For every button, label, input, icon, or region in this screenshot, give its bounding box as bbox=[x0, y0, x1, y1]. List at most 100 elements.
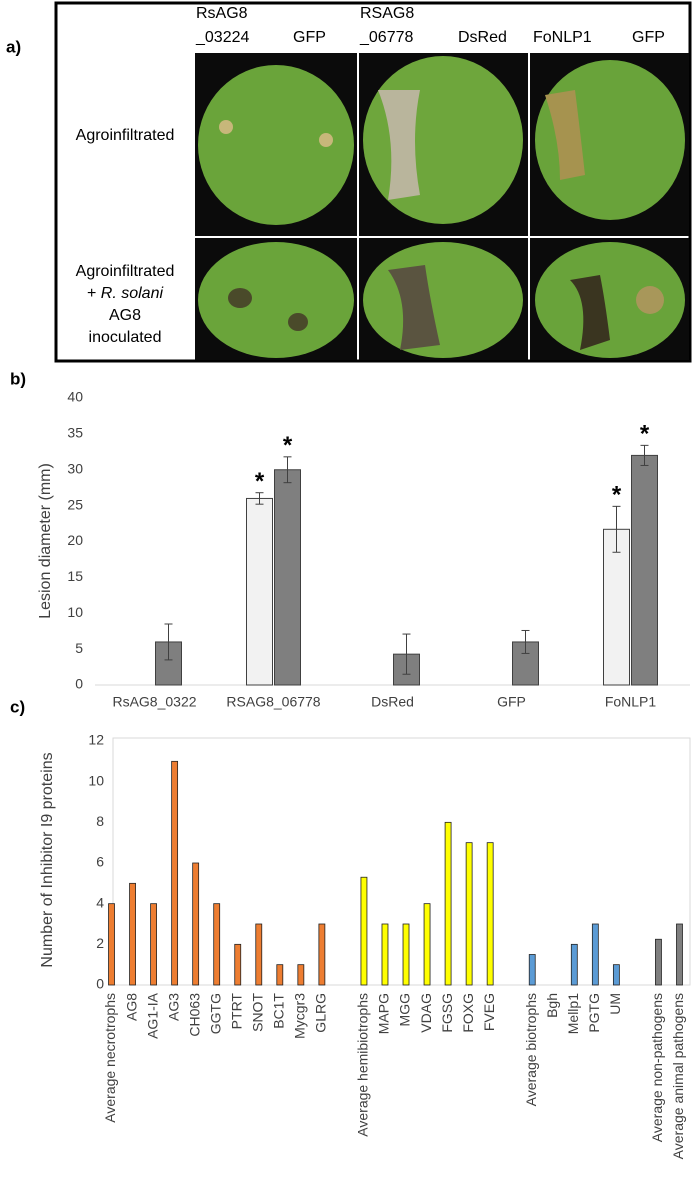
bar bbox=[486, 842, 494, 986]
y-tick-label: 30 bbox=[67, 460, 83, 476]
leaf bbox=[198, 242, 354, 358]
bar bbox=[676, 923, 683, 986]
x-tick-label: RSAG8_06778 bbox=[226, 694, 320, 710]
bar bbox=[603, 528, 630, 686]
row-label: + R. solani bbox=[87, 285, 163, 302]
y-tick-label: 0 bbox=[96, 976, 104, 992]
bar bbox=[423, 903, 431, 986]
bar bbox=[444, 821, 452, 986]
row-label-part: R. solani bbox=[101, 285, 164, 302]
x-tick-label: MAPG bbox=[376, 993, 392, 1034]
panel-label: b) bbox=[10, 369, 26, 388]
bar bbox=[213, 903, 221, 986]
x-tick-label: CH063 bbox=[186, 993, 202, 1037]
x-tick-label: Average non-pathogens bbox=[649, 993, 665, 1142]
spot bbox=[636, 286, 664, 314]
bar bbox=[246, 497, 273, 686]
x-tick-label: UM bbox=[607, 993, 623, 1015]
bar bbox=[108, 903, 115, 986]
x-tick-label: Bgh bbox=[544, 993, 560, 1018]
leaf bbox=[198, 65, 354, 225]
bar bbox=[192, 862, 200, 986]
x-tick-label: AG1-IA bbox=[144, 992, 160, 1039]
x-tick-label: Mellp1 bbox=[565, 993, 581, 1034]
x-tick-label: FoNLP1 bbox=[605, 694, 657, 710]
significance-marker: * bbox=[612, 482, 622, 509]
y-tick-label: 6 bbox=[96, 854, 104, 870]
bar bbox=[402, 923, 410, 986]
column-label: _06778 bbox=[359, 29, 413, 46]
column-label: FoNLP1 bbox=[533, 29, 592, 46]
x-tick-label: RsAG8_0322 bbox=[112, 694, 196, 710]
lesion bbox=[378, 90, 420, 200]
photo-cells bbox=[195, 53, 689, 360]
y-tick-label: 2 bbox=[96, 935, 104, 951]
panel-label: a) bbox=[6, 37, 21, 56]
y-tick-label: 40 bbox=[67, 389, 83, 405]
x-tick-label: Average animal pathogens bbox=[670, 993, 686, 1159]
column-label: RSAG8 bbox=[360, 5, 414, 22]
x-tick-label: DsRed bbox=[371, 694, 414, 710]
x-tick-label: SNOT bbox=[249, 993, 265, 1032]
x-tick-label: FOXG bbox=[460, 993, 476, 1033]
x-tick-label: Average biotrophs bbox=[523, 993, 539, 1106]
bar bbox=[591, 923, 599, 986]
bar bbox=[150, 903, 157, 986]
panel-label: c) bbox=[10, 697, 25, 716]
x-tick-label: BC1T bbox=[271, 993, 287, 1029]
bar bbox=[570, 943, 578, 986]
column-label: GFP bbox=[632, 29, 665, 46]
bar bbox=[360, 876, 368, 986]
bar bbox=[528, 954, 536, 986]
x-tick-label: PGTG bbox=[586, 993, 602, 1033]
leaf bbox=[535, 242, 685, 358]
x-tick-label: FGSG bbox=[439, 993, 455, 1033]
lesion bbox=[570, 275, 610, 350]
spot bbox=[219, 120, 233, 134]
spot bbox=[319, 133, 333, 147]
y-axis-title: Lesion diameter (mm) bbox=[37, 463, 54, 619]
x-tick-label: AG3 bbox=[165, 993, 181, 1021]
bar bbox=[255, 923, 263, 986]
spot bbox=[228, 288, 252, 308]
row-label: Agroinfiltrated bbox=[76, 127, 175, 144]
photo-panel: RsAG8 _03224 GFP RSAG8 _06778 DsRed FoNL… bbox=[54, 1, 692, 363]
bar bbox=[171, 760, 179, 986]
bar bbox=[381, 923, 389, 986]
y-tick-label: 10 bbox=[67, 604, 83, 620]
x-tick-label: PTRT bbox=[228, 993, 244, 1030]
bar bbox=[276, 964, 284, 986]
leaf bbox=[363, 242, 523, 358]
column-label: _03224 bbox=[195, 29, 249, 46]
x-tick-label: VDAG bbox=[418, 993, 434, 1033]
bar bbox=[318, 923, 326, 986]
bar bbox=[297, 964, 305, 986]
x-tick-label: GLRG bbox=[313, 993, 329, 1033]
y-tick-label: 20 bbox=[67, 532, 83, 548]
bar bbox=[631, 454, 658, 686]
row-label: inoculated bbox=[89, 329, 162, 346]
x-tick-label: GFP bbox=[497, 694, 526, 710]
spot bbox=[288, 313, 308, 331]
row-label: Agroinfiltrated bbox=[76, 263, 175, 280]
plot-frame bbox=[112, 737, 691, 986]
bar bbox=[129, 882, 136, 986]
y-tick-label: 25 bbox=[67, 496, 83, 512]
y-tick-label: 0 bbox=[75, 676, 83, 692]
significance-marker: * bbox=[255, 468, 265, 495]
lesion bbox=[388, 265, 440, 350]
y-tick-label: 10 bbox=[88, 772, 104, 788]
lesion bbox=[545, 90, 585, 180]
column-label: RsAG8 bbox=[196, 5, 248, 22]
bar bbox=[612, 964, 620, 986]
column-label: GFP bbox=[293, 29, 326, 46]
x-tick-label: GGTG bbox=[207, 993, 223, 1034]
x-tick-label: FVEG bbox=[481, 993, 497, 1031]
x-tick-label: MGG bbox=[397, 993, 413, 1026]
y-tick-label: 15 bbox=[67, 568, 83, 584]
y-tick-label: 4 bbox=[96, 894, 104, 910]
y-tick-label: 35 bbox=[67, 425, 83, 441]
y-tick-label: 8 bbox=[96, 813, 104, 829]
bar bbox=[655, 938, 662, 986]
